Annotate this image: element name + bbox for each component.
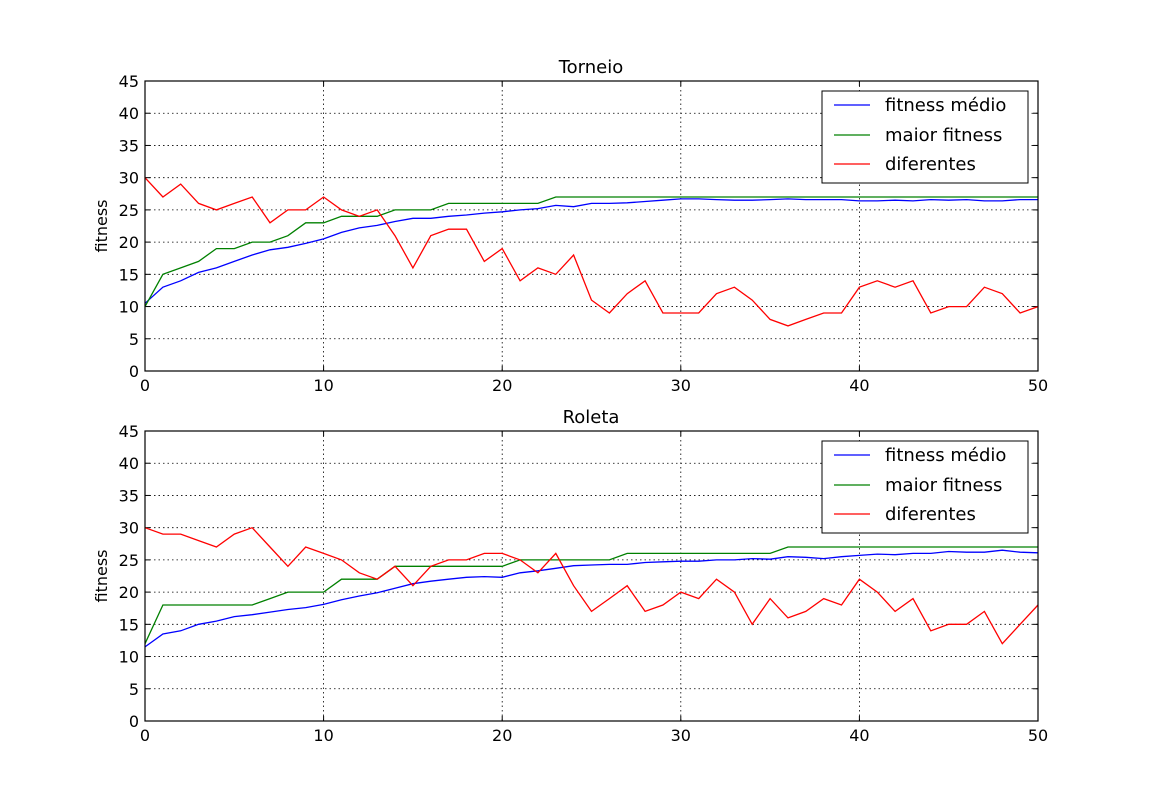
legend-box xyxy=(821,90,1029,184)
y-tick-label: 35 xyxy=(119,486,139,505)
y-tick-label: 45 xyxy=(119,422,139,441)
axes-frame xyxy=(144,430,1039,722)
x-tick-label: 40 xyxy=(849,376,869,395)
y-tick-label: 35 xyxy=(119,136,139,155)
x-tick-label: 20 xyxy=(492,726,512,745)
y-tick-label: 5 xyxy=(129,680,139,699)
legend: fitness médio maior fitness diferentes xyxy=(821,90,1029,184)
x-tick-label: 10 xyxy=(313,726,333,745)
legend-label-maior-fitness: maior fitness xyxy=(885,475,1002,496)
series-lines xyxy=(144,526,1039,648)
y-tick-label: 30 xyxy=(119,519,139,538)
y-axis-label: fitness xyxy=(92,199,111,252)
legend-label-diferentes: diferentes xyxy=(885,154,976,175)
chart-title: Roleta xyxy=(563,407,620,428)
y-tick-label: 20 xyxy=(119,233,139,252)
axes-frame xyxy=(144,80,1039,372)
y-tick-label: 45 xyxy=(119,72,139,91)
x-tick-label: 0 xyxy=(140,376,150,395)
x-tick-label: 30 xyxy=(671,726,691,745)
y-tick-label: 0 xyxy=(129,362,139,381)
y-tick-label: 10 xyxy=(119,648,139,667)
y-axis-label: fitness xyxy=(92,549,111,602)
y-tick-labels: 0 5 10 15 20 25 30 35 40 45 xyxy=(119,72,139,381)
x-tick-label: 0 xyxy=(140,726,150,745)
x-tick-label: 50 xyxy=(1028,726,1048,745)
y-tick-label: 25 xyxy=(119,551,139,570)
legend-label-diferentes: diferentes xyxy=(885,504,976,525)
y-tick-label: 15 xyxy=(119,615,139,634)
series-lines xyxy=(144,177,1039,327)
series-line-diferentes xyxy=(144,177,1039,327)
series-line-maior-fitness xyxy=(144,546,1038,644)
subplot-roleta: Roleta fitness 0 10 20 30 40 50 0 5 10 15 20 25 30 3… xyxy=(92,407,1048,745)
subplot-torneio: Torneio fitness 0 10 20 30 40 50 0 5 10 15 20 25 30… xyxy=(92,57,1048,395)
y-tick-label: 10 xyxy=(119,298,139,317)
x-tick-label: 40 xyxy=(849,726,869,745)
y-tick-label: 40 xyxy=(119,104,139,123)
legend-box xyxy=(821,440,1029,534)
x-tick-labels: 0 10 20 30 40 50 xyxy=(140,376,1048,395)
y-tick-label: 5 xyxy=(129,330,139,349)
series-line-fitness-medio xyxy=(144,549,1039,648)
x-tick-label: 50 xyxy=(1028,376,1048,395)
y-tick-label: 25 xyxy=(119,201,139,220)
y-tick-label: 15 xyxy=(119,265,139,284)
legend-label-fitness-medio: fitness médio xyxy=(885,445,1006,466)
y-tick-label: 0 xyxy=(129,712,139,731)
series-line-maior-fitness xyxy=(144,196,1038,307)
series-line-diferentes xyxy=(144,526,1039,645)
y-tick-label: 20 xyxy=(119,583,139,602)
x-tick-label: 20 xyxy=(492,376,512,395)
x-tick-label: 30 xyxy=(671,376,691,395)
series-line-fitness-medio xyxy=(144,198,1038,304)
y-tick-label: 40 xyxy=(119,454,139,473)
legend-label-fitness-medio: fitness médio xyxy=(885,95,1006,116)
y-tick-labels: 0 5 10 15 20 25 30 35 40 45 xyxy=(119,422,139,731)
legend: fitness médio maior fitness diferentes xyxy=(821,440,1029,534)
legend-label-maior-fitness: maior fitness xyxy=(885,125,1002,146)
x-tick-labels: 0 10 20 30 40 50 xyxy=(140,726,1048,745)
chart-title: Torneio xyxy=(558,57,624,78)
y-tick-label: 30 xyxy=(119,169,139,188)
x-tick-label: 10 xyxy=(313,376,333,395)
